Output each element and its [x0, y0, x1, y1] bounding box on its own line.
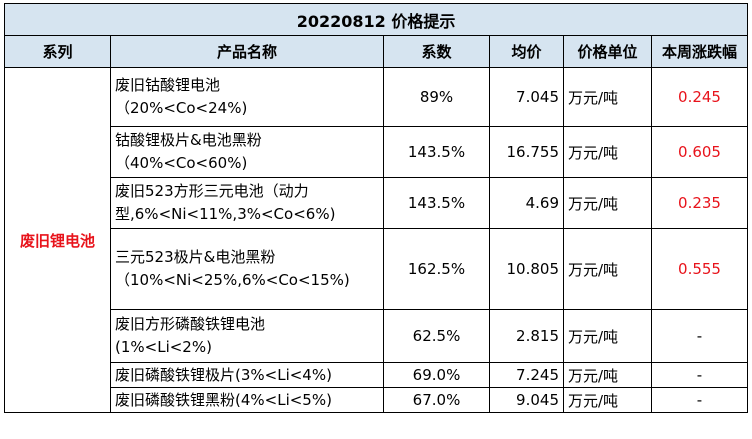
product-name: 废旧钴酸锂电池 （20%<Co<24%)	[110, 67, 384, 127]
coefficient-cell: 67.0%	[383, 387, 490, 413]
product-name: 钴酸锂极片&电池黑粉 （40%<Co<60%)	[110, 126, 384, 178]
product-name-line-2: 型,6%<Ni<11%,3%<Co<6%)	[115, 205, 336, 223]
header-avg-price: 均价	[489, 35, 564, 68]
change-cell: 0.555	[650, 228, 749, 310]
unit-cell: 万元/吨	[563, 309, 652, 363]
header-coefficient: 系数	[383, 35, 490, 68]
table-row: 废旧磷酸铁锂黑粉(4%<Li<5%) 67.0% 9.045 万元/吨 -	[5, 387, 749, 413]
coefficient-cell: 69.0%	[383, 362, 490, 388]
table-row: 三元523极片&电池黑粉 （10%<Ni<25%,6%<Co<15%) 162.…	[5, 228, 749, 310]
table-row: 废旧523方形三元电池（动力 型,6%<Ni<11%,3%<Co<6%) 143…	[5, 177, 749, 229]
coefficient-cell: 89%	[383, 67, 490, 127]
avg-price-cell: 7.245	[489, 362, 564, 388]
product-name: 废旧磷酸铁锂极片(3%<Li<4%)	[110, 362, 384, 388]
change-cell: -	[650, 387, 749, 413]
unit-cell: 万元/吨	[563, 67, 652, 127]
unit-cell: 万元/吨	[563, 126, 652, 178]
product-name-line-2: (1%<Li<2%)	[115, 338, 212, 356]
header-unit: 价格单位	[563, 35, 652, 68]
price-table: 20220812 价格提示 系列 产品名称 系数 均价 价格单位 本周涨跌幅 废…	[3, 3, 749, 413]
header-series: 系列	[4, 35, 111, 68]
coefficient-cell: 62.5%	[383, 309, 490, 363]
unit-cell: 万元/吨	[563, 228, 652, 310]
product-name: 三元523极片&电池黑粉 （10%<Ni<25%,6%<Co<15%)	[110, 228, 384, 310]
product-name: 废旧磷酸铁锂黑粉(4%<Li<5%)	[110, 387, 384, 413]
avg-price-cell: 2.815	[489, 309, 564, 363]
product-name-line-1: 钴酸锂极片&电池黑粉	[115, 131, 262, 149]
series-label: 废旧锂电池	[4, 67, 111, 413]
table-row: 废旧磷酸铁锂极片(3%<Li<4%) 69.0% 7.245 万元/吨 -	[5, 362, 749, 388]
product-name-line-1: 废旧523方形三元电池（动力	[115, 182, 309, 200]
table-header-row: 系列 产品名称 系数 均价 价格单位 本周涨跌幅	[4, 35, 749, 68]
coefficient-cell: 162.5%	[383, 228, 490, 310]
unit-cell: 万元/吨	[563, 387, 652, 413]
product-name-line-1: 废旧方形磷酸铁锂电池	[115, 315, 266, 333]
coefficient-cell: 143.5%	[383, 126, 490, 178]
table-row: 钴酸锂极片&电池黑粉 （40%<Co<60%) 143.5% 16.755 万元…	[5, 126, 749, 178]
change-cell: 0.235	[650, 177, 749, 229]
unit-cell: 万元/吨	[563, 177, 652, 229]
avg-price-cell: 10.805	[489, 228, 564, 310]
product-name-line-2: （10%<Ni<25%,6%<Co<15%)	[115, 271, 350, 289]
header-weekly-change: 本周涨跌幅	[650, 35, 749, 68]
avg-price-cell: 16.755	[489, 126, 564, 178]
table-title: 20220812 价格提示	[3, 3, 749, 36]
product-name-line-1: 废旧钴酸锂电池	[115, 76, 221, 94]
unit-cell: 万元/吨	[563, 362, 652, 388]
header-product: 产品名称	[110, 35, 384, 68]
coefficient-cell: 143.5%	[383, 177, 490, 229]
change-cell: -	[650, 362, 749, 388]
avg-price-cell: 9.045	[489, 387, 564, 413]
product-name-line-2: （40%<Co<60%)	[115, 154, 248, 172]
product-name-line-1: 三元523极片&电池黑粉	[115, 248, 276, 266]
product-name: 废旧方形磷酸铁锂电池 (1%<Li<2%)	[110, 309, 384, 363]
table-row: 废旧方形磷酸铁锂电池 (1%<Li<2%) 62.5% 2.815 万元/吨 -	[5, 309, 749, 363]
table-title-row: 20220812 价格提示	[3, 3, 749, 36]
avg-price-cell: 7.045	[489, 67, 564, 127]
product-name-line-2: （20%<Co<24%)	[115, 99, 248, 117]
change-cell: 0.245	[650, 67, 749, 127]
change-cell: -	[650, 309, 749, 363]
avg-price-cell: 4.69	[489, 177, 564, 229]
product-name: 废旧523方形三元电池（动力 型,6%<Ni<11%,3%<Co<6%)	[110, 177, 384, 229]
change-cell: 0.605	[650, 126, 749, 178]
table-row: 废旧锂电池 废旧钴酸锂电池 （20%<Co<24%) 89% 7.045 万元/…	[4, 67, 749, 413]
